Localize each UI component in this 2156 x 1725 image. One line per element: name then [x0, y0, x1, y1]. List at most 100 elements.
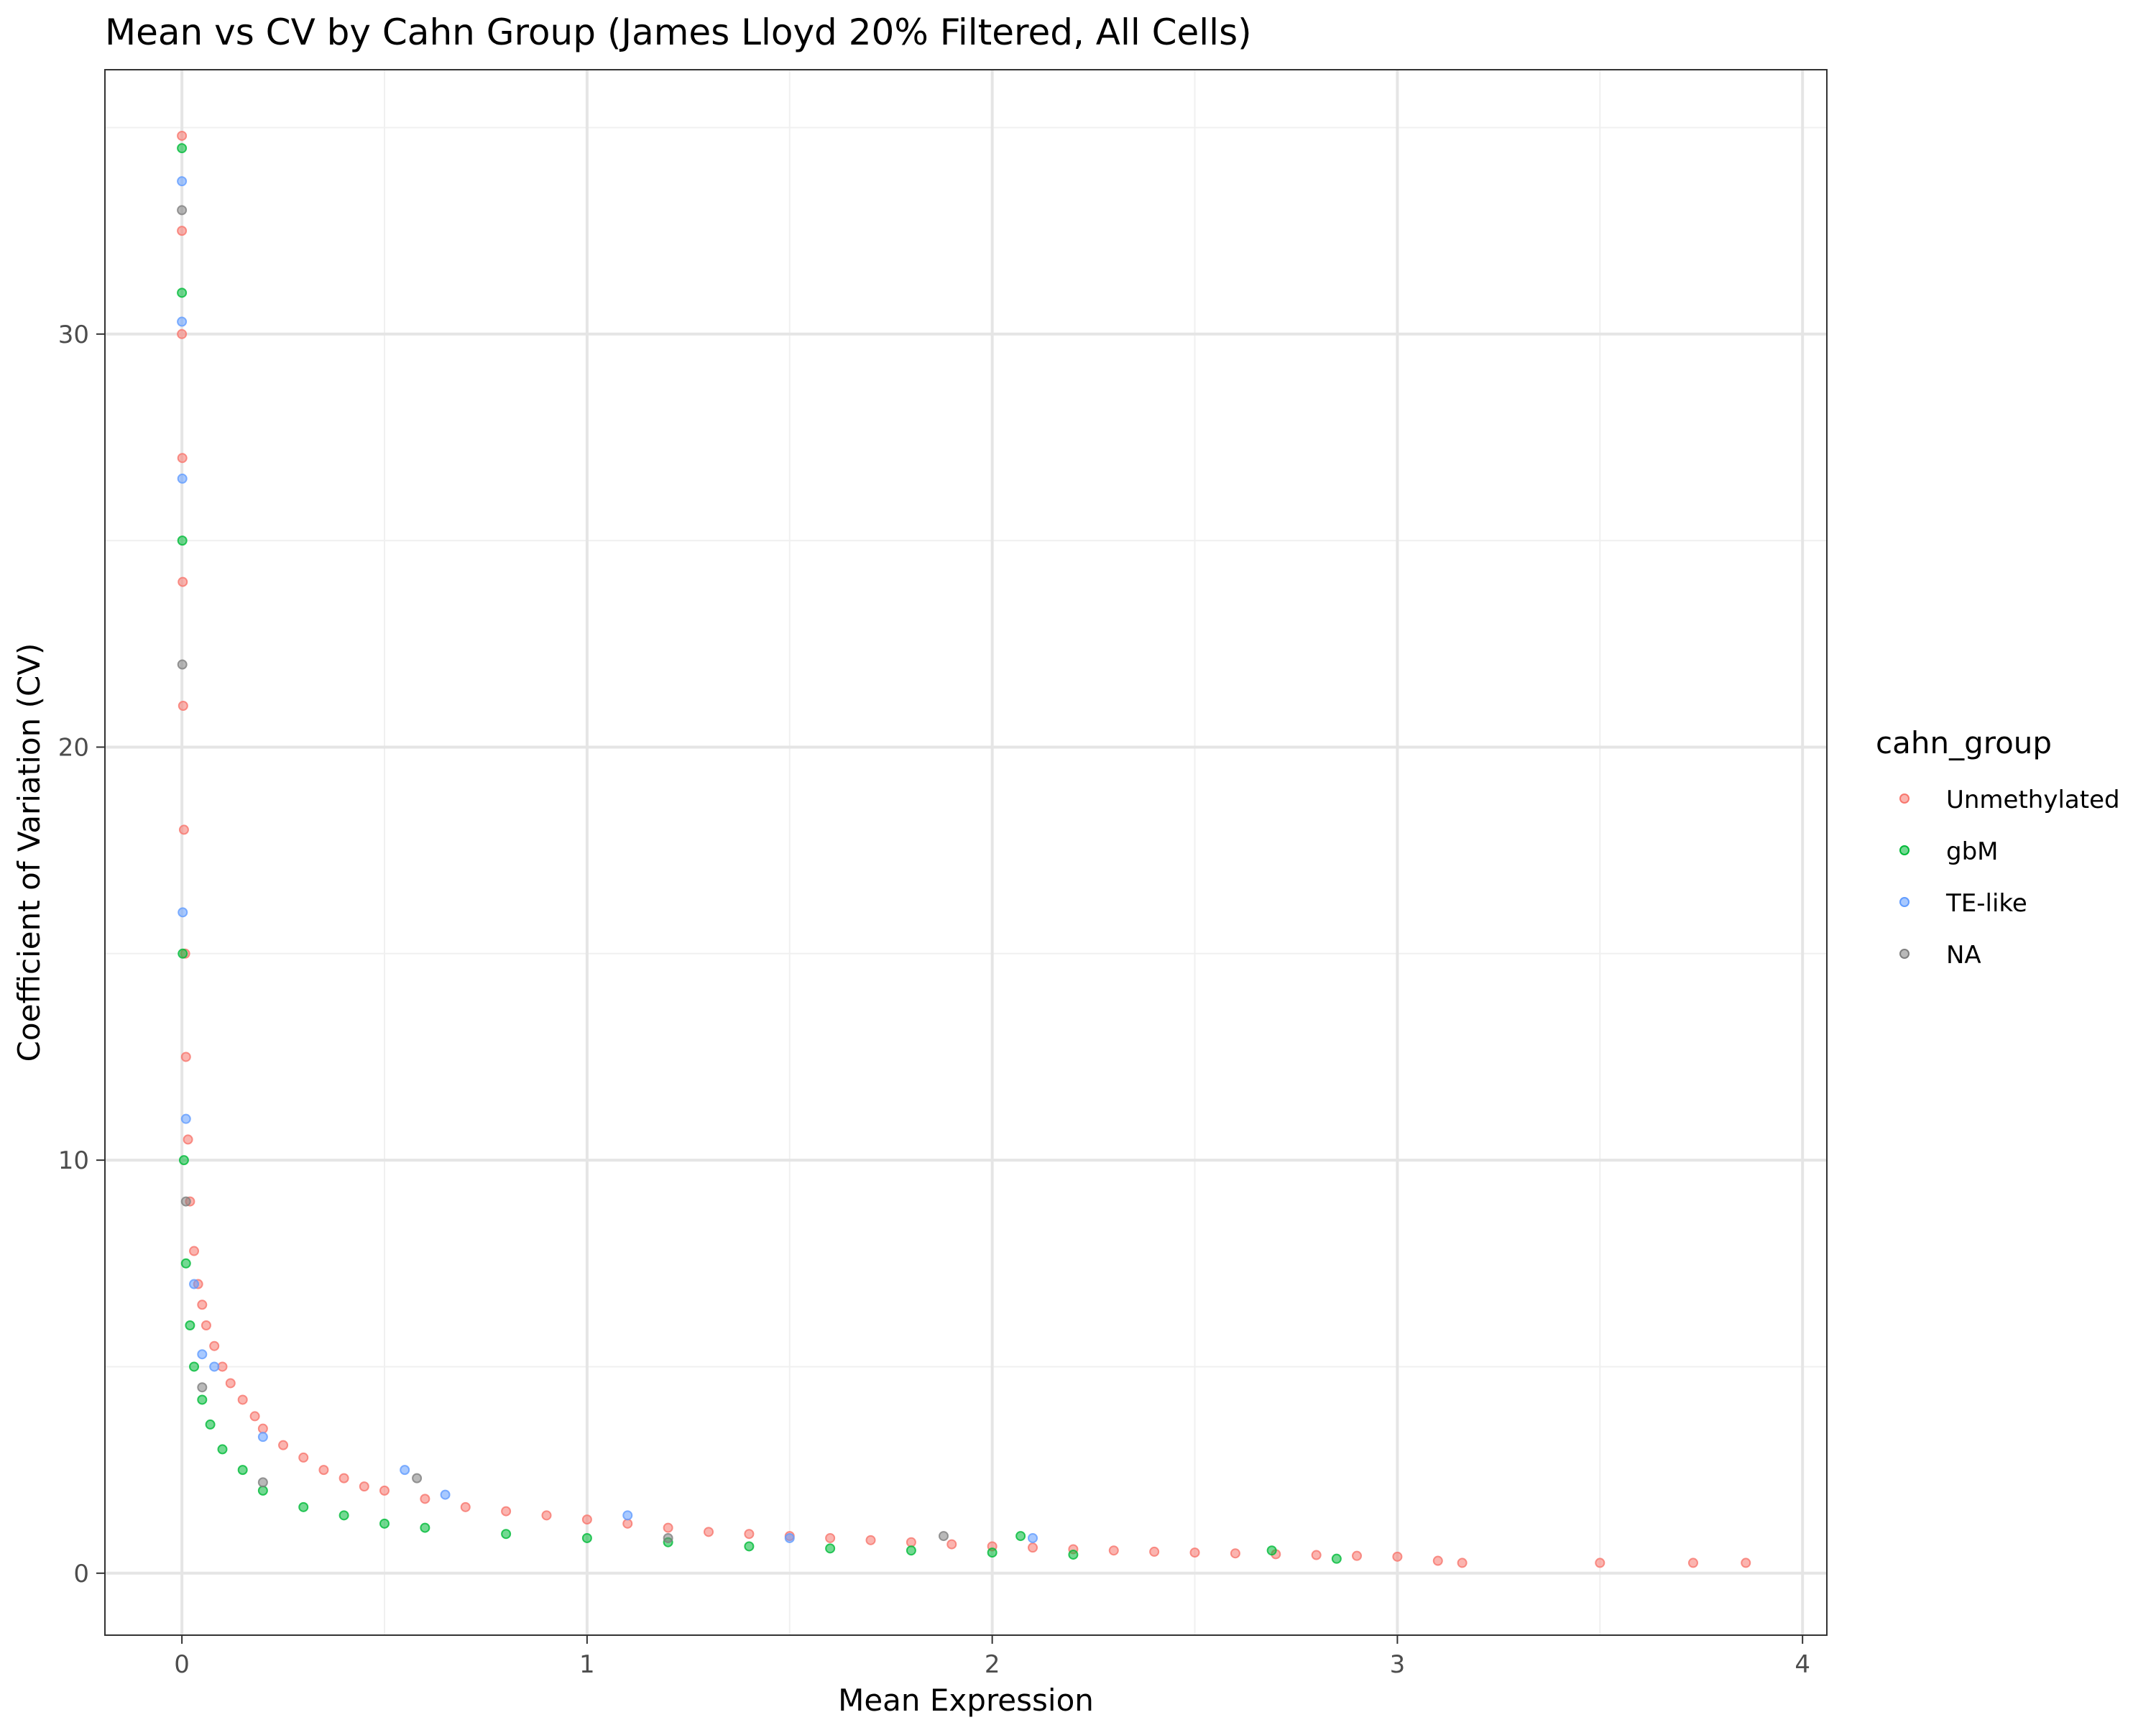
point-te-like — [400, 1465, 410, 1476]
point-gbm — [257, 1485, 268, 1496]
legend-key-na — [1899, 949, 1909, 959]
point-unmethylated — [359, 1481, 369, 1492]
point-unmethylated — [183, 1134, 193, 1145]
point-unmethylated — [177, 226, 188, 236]
point-unmethylated — [1595, 1558, 1606, 1568]
point-gbm — [338, 1510, 349, 1521]
point-unmethylated — [1432, 1555, 1443, 1566]
point-te-like — [178, 907, 188, 918]
point-te-like — [177, 316, 188, 327]
legend-label: TE-like — [1945, 889, 2027, 918]
point-na — [197, 1382, 208, 1393]
point-unmethylated — [177, 328, 188, 339]
point-gbm — [298, 1501, 309, 1512]
point-unmethylated — [1189, 1547, 1200, 1558]
point-unmethylated — [906, 1537, 916, 1547]
point-unmethylated — [1687, 1558, 1698, 1568]
point-gbm — [197, 1394, 208, 1405]
point-unmethylated — [1108, 1545, 1119, 1556]
point-unmethylated — [1311, 1550, 1322, 1560]
y-tick-label: 10 — [58, 1146, 89, 1175]
point-unmethylated — [541, 1510, 552, 1521]
point-unmethylated — [663, 1522, 673, 1533]
point-unmethylated — [1352, 1550, 1363, 1561]
point-gbm — [420, 1522, 430, 1533]
points-layer — [177, 130, 1751, 1568]
point-unmethylated — [1741, 1558, 1751, 1568]
point-gbm — [1068, 1549, 1079, 1560]
x-tick-label: 0 — [174, 1650, 190, 1679]
point-unmethylated — [180, 1052, 191, 1062]
point-gbm — [177, 288, 188, 298]
plot-panel-border — [104, 69, 1828, 1636]
point-gbm — [1266, 1545, 1277, 1556]
point-gbm — [581, 1532, 592, 1543]
chart-title: Mean vs CV by Cahn Group (James Lloyd 20… — [105, 12, 1252, 53]
point-unmethylated — [704, 1527, 714, 1537]
point-unmethylated — [420, 1494, 430, 1504]
point-gbm — [185, 1320, 195, 1330]
point-unmethylated — [178, 700, 188, 711]
point-gbm — [217, 1444, 228, 1455]
point-gbm — [237, 1465, 248, 1476]
point-te-like — [189, 1279, 200, 1289]
point-te-like — [177, 176, 188, 187]
point-na — [180, 1196, 191, 1207]
point-gbm — [1015, 1531, 1026, 1542]
point-unmethylated — [825, 1532, 836, 1543]
legend-key-te-like — [1899, 897, 1909, 907]
y-tick-label: 20 — [58, 733, 89, 762]
point-te-like — [197, 1349, 208, 1360]
point-unmethylated — [1149, 1546, 1160, 1557]
legend-label: NA — [1946, 941, 1981, 970]
point-unmethylated — [946, 1539, 957, 1550]
point-unmethylated — [225, 1378, 236, 1389]
legend-key-unmethylated — [1899, 794, 1909, 804]
point-te-like — [209, 1361, 220, 1372]
point-na — [412, 1473, 423, 1484]
point-unmethylated — [257, 1423, 268, 1434]
point-unmethylated — [298, 1452, 309, 1463]
legend-title: cahn_group — [1876, 725, 2052, 760]
point-te-like — [784, 1532, 795, 1543]
x-tick-label: 1 — [579, 1650, 595, 1679]
x-axis-title: Mean Expression — [838, 1683, 1094, 1718]
point-unmethylated — [501, 1506, 512, 1517]
point-na — [257, 1477, 268, 1488]
point-gbm — [177, 143, 188, 154]
point-unmethylated — [177, 453, 188, 464]
point-unmethylated — [189, 1246, 200, 1256]
point-unmethylated — [379, 1485, 390, 1496]
point-na — [177, 659, 188, 670]
point-unmethylated — [178, 576, 188, 587]
point-te-like — [257, 1432, 268, 1443]
point-unmethylated — [744, 1529, 755, 1540]
point-gbm — [178, 948, 188, 959]
point-gbm — [1331, 1553, 1342, 1564]
point-gbm — [178, 1155, 189, 1166]
point-te-like — [622, 1510, 633, 1521]
point-te-like — [440, 1489, 451, 1500]
point-gbm — [825, 1543, 836, 1554]
point-gbm — [180, 1258, 191, 1269]
point-gbm — [379, 1518, 390, 1529]
x-tick-label: 3 — [1390, 1650, 1406, 1679]
point-gbm — [744, 1541, 755, 1552]
x-tick-label: 4 — [1795, 1650, 1810, 1679]
point-gbm — [189, 1361, 200, 1372]
point-gbm — [205, 1419, 216, 1430]
point-unmethylated — [460, 1501, 471, 1512]
point-unmethylated — [1028, 1542, 1038, 1553]
point-unmethylated — [201, 1320, 211, 1330]
point-gbm — [987, 1547, 998, 1558]
ticks-layer: 0 1 2 3 4 0 10 20 30 — [58, 321, 1810, 1679]
x-tick-label: 2 — [985, 1650, 1000, 1679]
point-unmethylated — [338, 1473, 349, 1484]
point-unmethylated — [209, 1340, 220, 1351]
point-unmethylated — [1230, 1548, 1240, 1559]
y-axis-title: Coefficient of Variation (CV) — [11, 643, 47, 1062]
y-tick-label: 30 — [58, 321, 89, 349]
point-te-like — [177, 473, 188, 484]
point-unmethylated — [237, 1394, 248, 1405]
